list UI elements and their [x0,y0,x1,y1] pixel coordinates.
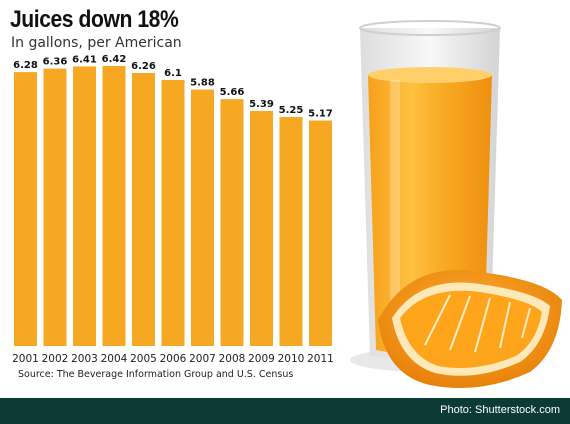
bar-2009 [250,110,273,346]
bar-2006 [161,79,185,346]
bar-value-label: 6.28 [13,60,38,71]
x-tick-label: 2007 [189,353,216,365]
chart-subtitle: In gallons, per American [11,35,182,51]
orange-juice-photo [350,20,562,389]
x-tick-label: 2002 [42,353,69,365]
bar-value-label: 5.88 [190,78,215,89]
x-tick-label: 2003 [71,353,98,365]
chart-title: Juices down 18% [10,6,179,33]
x-tick-label: 2010 [278,353,305,365]
bar-2002 [43,68,67,346]
x-tick-label: 2004 [101,353,128,365]
bar-value-label: 6.26 [131,61,156,72]
bar-value-label: 5.66 [220,87,245,98]
bar-2007 [191,89,214,347]
bar-value-label: 5.25 [279,105,304,116]
bar-value-label: 6.36 [43,57,68,68]
bar-2001 [14,72,37,346]
photo-credit: Photo: Shutterstock.com [440,404,560,416]
x-tick-label: 2006 [160,353,187,365]
x-tick-label: 2001 [12,353,39,365]
x-tick-label: 2005 [130,353,157,365]
bar-chart: 6.28 2001 6.36 2002 6.41 2003 6.42 2004 6.26 2005… [12,54,334,365]
x-tick-label: 2011 [307,353,334,365]
footer-bar: Photo: Shutterstock.com [0,398,570,424]
bar-value-label: 6.1 [164,68,182,79]
bar-value-label: 5.17 [308,109,333,120]
bar-2008 [220,99,244,346]
x-tick-label: 2009 [248,353,275,365]
bar-2004 [102,66,126,346]
bar-2011 [309,120,332,346]
bar-2005 [132,72,155,346]
x-tick-label: 2008 [219,353,246,365]
bar-value-label: 6.41 [72,54,97,65]
bar-value-label: 6.42 [102,54,127,65]
source-note: Source: The Beverage Information Group a… [18,369,294,380]
bar-2003 [73,66,96,347]
bar-2010 [279,117,303,346]
bar-value-label: 5.39 [249,99,274,110]
